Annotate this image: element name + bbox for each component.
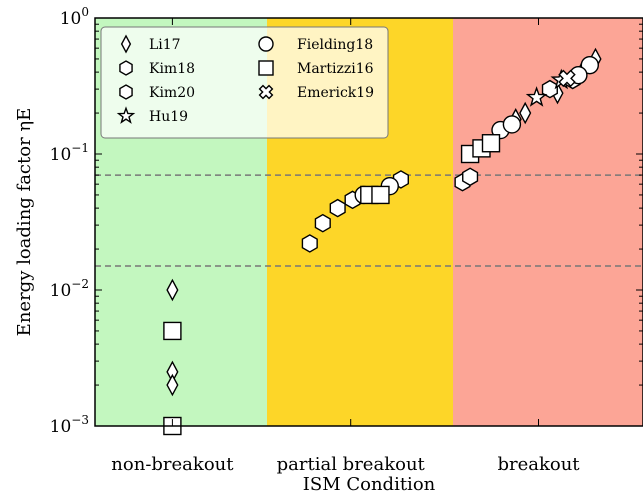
data-point-Kim18 [462, 167, 479, 187]
data-point-Li17 [166, 373, 179, 397]
data-point-Martizzi16 [371, 185, 390, 205]
x-axis-label: ISM Condition [303, 474, 436, 495]
data-points [163, 47, 602, 436]
region-2 [453, 18, 643, 426]
legend-entry-Emerick19: Emerick19 [258, 84, 374, 101]
legend-marker-Li17 [120, 34, 132, 54]
legend-entry-Fielding18: Fielding18 [258, 36, 373, 53]
legend-label-Kim18: Kim18 [149, 61, 195, 77]
x-tick-label: non-breakout [111, 454, 234, 475]
data-point-Li17 [519, 101, 532, 125]
data-point-Kim18 [301, 234, 318, 253]
x-tick-label: partial breakout [277, 454, 426, 475]
y-tick-label: 100 [60, 5, 89, 29]
axis-ticks [95, 18, 643, 427]
legend-entry-Kim20: Kim20 [119, 84, 195, 101]
legend-label-Kim20: Kim20 [149, 85, 195, 101]
y-tick-labels: 100 10−1 10−2 10−3 [50, 5, 89, 437]
legend-marker-Kim18 [119, 60, 133, 76]
y-axis-label: Energy loading factor ηE [14, 108, 35, 337]
data-point-Kim18 [314, 213, 331, 233]
data-point-Fielding18 [502, 115, 522, 134]
legend-entry-Kim18: Kim18 [119, 60, 195, 77]
legend-box [100, 26, 389, 139]
legend-marker-Martizzi16 [258, 60, 274, 76]
series-Kim18 [301, 167, 479, 253]
legend-entry-Hu19: Hu19 [116, 106, 188, 125]
x-tick-label: breakout [497, 454, 580, 475]
legend-entry-Li17: Li17 [120, 34, 181, 54]
y-tick-label: 10−2 [50, 277, 89, 301]
y-tick-label: 10−1 [50, 141, 89, 165]
plot-frame [94, 17, 643, 427]
x-tick-labels: non-breakout partial breakout breakout [111, 454, 580, 475]
data-point-Hu19 [525, 86, 548, 107]
series-Emerick19 [558, 69, 576, 88]
y-tick-label: 10−3 [50, 413, 89, 437]
data-point-Martizzi16 [481, 134, 501, 153]
data-point-Martizzi16 [163, 321, 182, 341]
legend-items: Li17 Kim18 Kim20 Hu19 Fielding18 Martizzi16 Em… [116, 34, 374, 125]
legend-marker-Kim20 [119, 84, 133, 100]
legend-marker-Hu19 [116, 106, 136, 124]
legend: Li17 Kim18 Kim20 Hu19 Fielding18 Martizzi16 Em… [100, 26, 389, 139]
data-point-Li17 [166, 278, 179, 302]
legend-label-Fielding18: Fielding18 [297, 37, 373, 53]
legend-label-Hu19: Hu19 [149, 109, 188, 125]
legend-marker-Emerick19 [258, 84, 274, 100]
data-point-Kim20 [329, 198, 346, 218]
data-point-Emerick19 [558, 69, 576, 88]
reference-lines [95, 174, 643, 267]
legend-label-Martizzi16: Martizzi16 [297, 61, 374, 77]
legend-label-Li17: Li17 [149, 37, 181, 53]
legend-label-Emerick19: Emerick19 [297, 85, 374, 101]
legend-entry-Martizzi16: Martizzi16 [258, 60, 374, 77]
legend-marker-Fielding18 [258, 36, 274, 52]
